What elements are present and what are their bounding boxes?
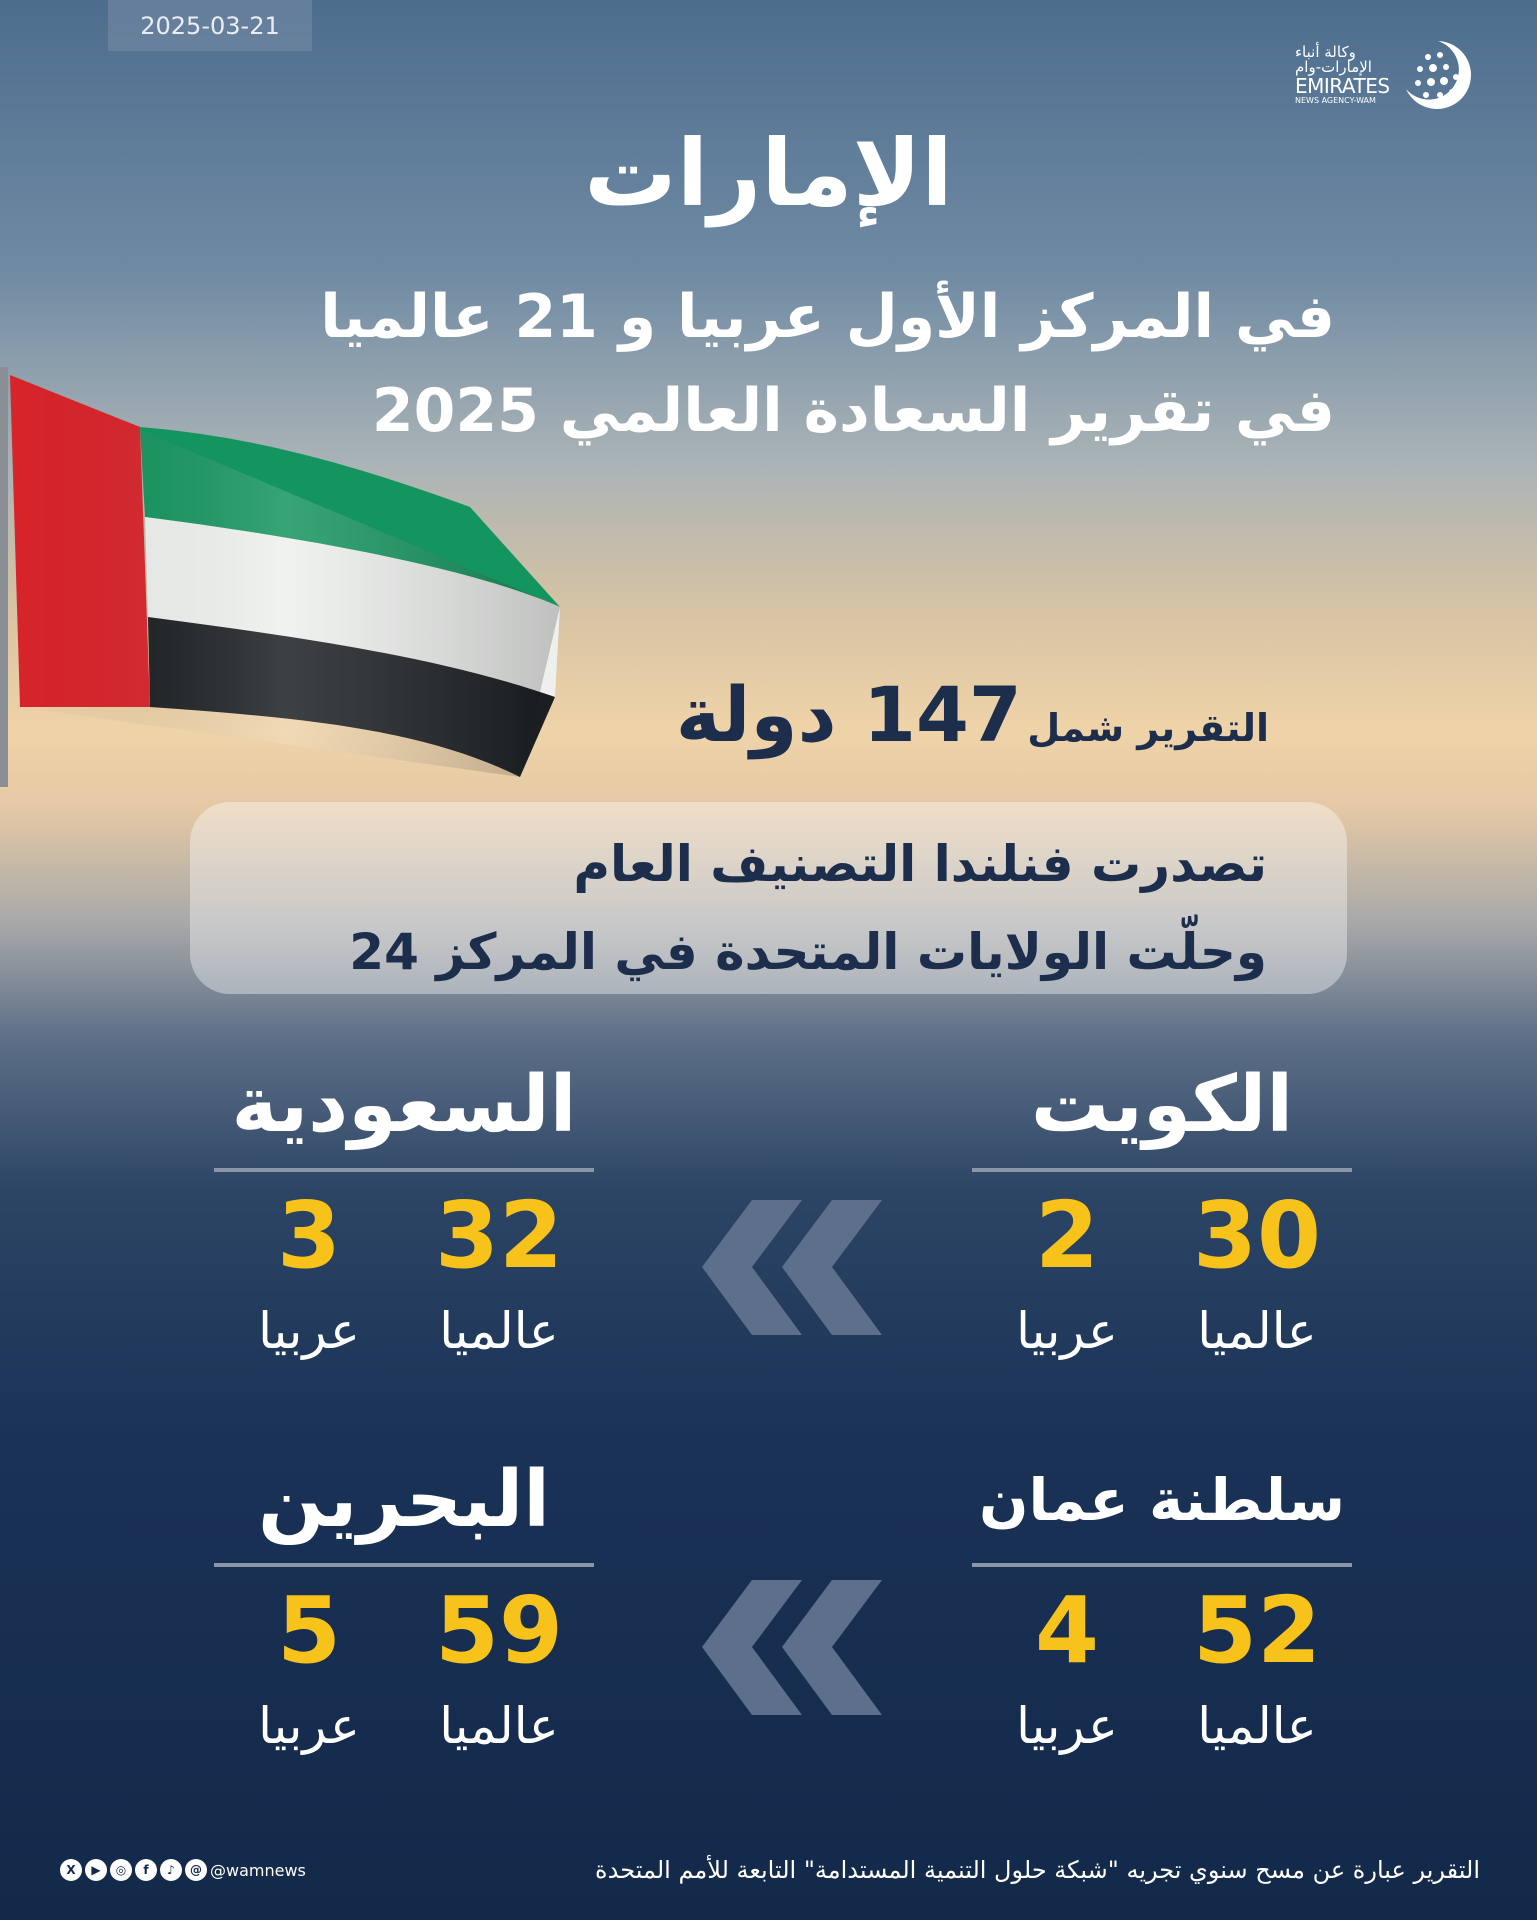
country-card-saudi: السعودية 32 عالميا 3 عربيا bbox=[214, 1060, 594, 1360]
global-rank: 30 bbox=[1192, 1182, 1322, 1289]
footer: X ▶ ◎ f ♪ @ @wamnews التقرير عبارة عن مس… bbox=[60, 1845, 1480, 1895]
divider bbox=[214, 1563, 594, 1567]
youtube-icon[interactable]: ▶ bbox=[85, 1859, 107, 1881]
highlight-line-2: وحلّت الولايات المتحدة في المركز 24 bbox=[349, 923, 1267, 981]
date-badge: 2025-03-21 bbox=[108, 0, 312, 51]
logo-arabic-1: وكالة أنباء bbox=[1295, 42, 1356, 61]
arab-label: عربيا bbox=[258, 1697, 360, 1755]
facebook-icon[interactable]: f bbox=[135, 1859, 157, 1881]
country-card-bahrain: البحرين 59 عالميا 5 عربيا bbox=[214, 1455, 594, 1755]
footer-note: التقرير عبارة عن مسح سنوي تجريه "شبكة حل… bbox=[595, 1856, 1480, 1884]
coverage-text: التقرير شمل 147 دولة bbox=[676, 670, 1269, 759]
arab-label: عربيا bbox=[258, 1302, 360, 1360]
subtitle-line-2: في تقرير السعادة العالمي 2025 bbox=[371, 376, 1335, 446]
divider bbox=[972, 1563, 1352, 1567]
global-rank: 59 bbox=[434, 1577, 564, 1684]
country-name: سلطنة عمان bbox=[978, 1466, 1346, 1534]
global-label: عالميا bbox=[439, 1697, 559, 1755]
social-handle[interactable]: @wamnews bbox=[210, 1860, 306, 1880]
logo-english: EMIRATES bbox=[1295, 74, 1390, 99]
arab-label: عربيا bbox=[1016, 1697, 1118, 1755]
country-card-kuwait: الكويت 30 عالميا 2 عربيا bbox=[972, 1060, 1352, 1360]
instagram-icon[interactable]: ◎ bbox=[110, 1859, 132, 1881]
uae-flag-image bbox=[0, 367, 560, 787]
social-links: X ▶ ◎ f ♪ @ @wamnews bbox=[60, 1859, 306, 1881]
arab-label: عربيا bbox=[1016, 1302, 1118, 1360]
tiktok-icon[interactable]: ♪ bbox=[160, 1859, 182, 1881]
global-rank: 52 bbox=[1192, 1577, 1322, 1684]
arab-rank: 2 bbox=[1034, 1182, 1099, 1289]
arab-rank: 4 bbox=[1034, 1577, 1099, 1684]
double-chevron-left-icon bbox=[702, 1200, 882, 1335]
arab-rank: 5 bbox=[276, 1577, 341, 1684]
threads-icon[interactable]: @ bbox=[185, 1859, 207, 1881]
highlight-line-1: تصدرت فنلندا التصنيف العام bbox=[573, 835, 1267, 893]
country-name: البحرين bbox=[257, 1455, 551, 1545]
highlight-box: تصدرت فنلندا التصنيف العام وحلّت الولايا… bbox=[190, 802, 1347, 994]
x-icon[interactable]: X bbox=[60, 1859, 82, 1881]
global-label: عالميا bbox=[1197, 1697, 1317, 1755]
logo-arabic-2: الإمارات-وام bbox=[1295, 58, 1372, 77]
country-card-oman: سلطنة عمان 52 عالميا 4 عربيا bbox=[972, 1455, 1352, 1755]
coverage-count: 147 دولة bbox=[675, 670, 1022, 759]
wam-logo: وكالة أنباء الإمارات-وام EMIRATES NEWS A… bbox=[1295, 35, 1490, 115]
global-label: عالميا bbox=[439, 1302, 559, 1360]
subtitle-line-1: في المركز الأول عربيا و 21 عالميا bbox=[320, 282, 1335, 352]
page-title: الإمارات bbox=[584, 120, 953, 227]
country-name: السعودية bbox=[231, 1060, 577, 1150]
divider bbox=[214, 1168, 594, 1172]
global-rank: 32 bbox=[434, 1182, 564, 1289]
globe-icon bbox=[1405, 41, 1471, 109]
global-label: عالميا bbox=[1197, 1302, 1317, 1360]
divider bbox=[972, 1168, 1352, 1172]
double-chevron-left-icon bbox=[702, 1580, 882, 1715]
arab-rank: 3 bbox=[276, 1182, 341, 1289]
logo-english-sub: NEWS AGENCY-WAM bbox=[1295, 96, 1376, 106]
coverage-prefix: التقرير شمل bbox=[1027, 706, 1269, 750]
country-name: الكويت bbox=[1030, 1060, 1294, 1150]
